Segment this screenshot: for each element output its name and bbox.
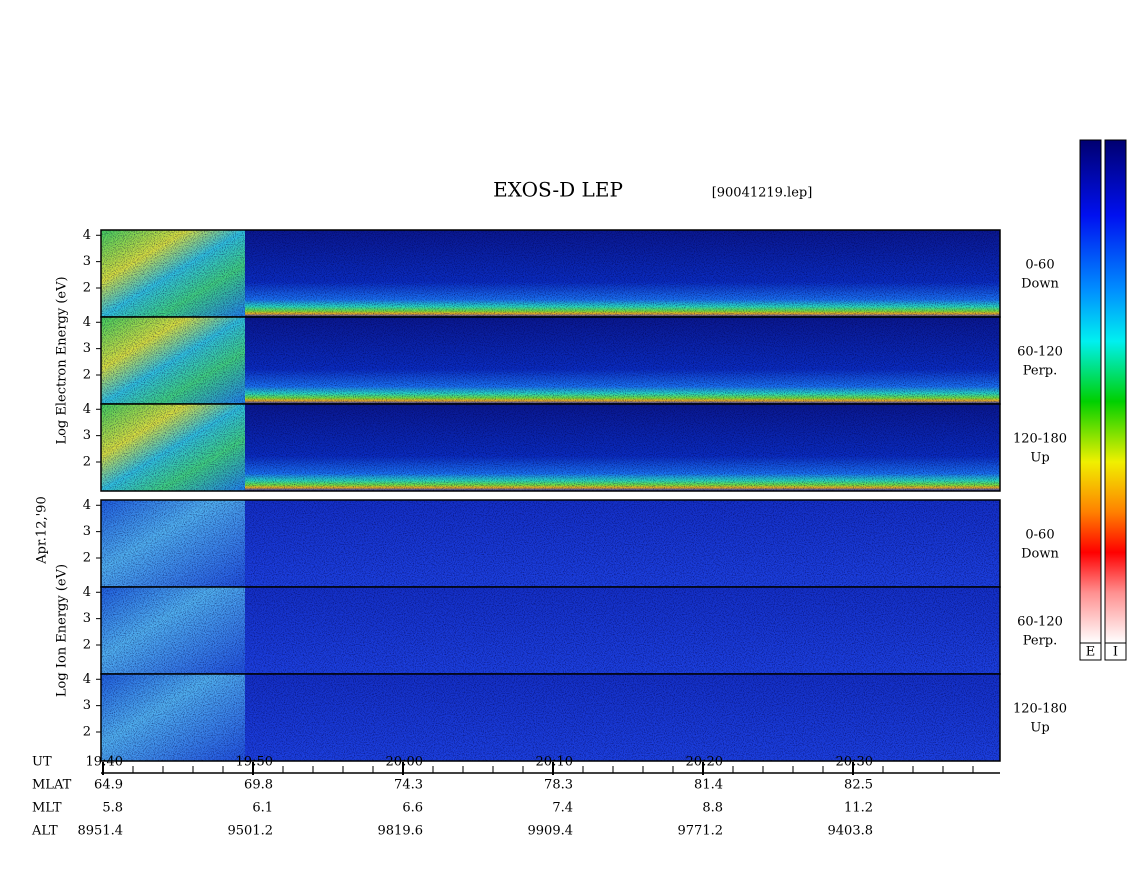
y-tick-label: 2 bbox=[83, 551, 91, 566]
row-value: 11.2 bbox=[844, 801, 873, 816]
y-tick-label: 4 bbox=[83, 672, 91, 687]
panels: 2 3 4 0-60 Down 2 3 4 60-120 Perp. 2 3 4 120-180 Up Log… bbox=[55, 228, 1067, 762]
y-tick-label: 3 bbox=[83, 611, 91, 626]
date-label: Apr.12,'90 bbox=[35, 496, 50, 564]
colorbar-label: E bbox=[1086, 645, 1096, 660]
colorbar-gradient bbox=[1104, 139, 1127, 644]
colorbar-box bbox=[1079, 642, 1102, 661]
row-value: 7.4 bbox=[552, 801, 573, 816]
row-value: 9909.4 bbox=[528, 824, 574, 839]
panel-label: 120-180 bbox=[1013, 702, 1067, 717]
panel-label: Up bbox=[1030, 721, 1049, 736]
row-value: 69.8 bbox=[244, 778, 273, 793]
y-tick-label: 4 bbox=[83, 228, 91, 243]
y-tick-label: 3 bbox=[83, 524, 91, 539]
speckle bbox=[101, 674, 1000, 761]
y-axis-label: Log Electron Energy (eV) bbox=[55, 276, 70, 444]
panel-label: 0-60 bbox=[1025, 528, 1054, 543]
speckle bbox=[101, 230, 1000, 317]
row-value: 6.6 bbox=[402, 801, 423, 816]
panel-label: 120-180 bbox=[1013, 432, 1067, 447]
row-value: 8.8 bbox=[702, 801, 723, 816]
file-name: [90041219.lep] bbox=[712, 186, 813, 201]
row-value: 9403.8 bbox=[828, 824, 874, 839]
y-tick-label: 4 bbox=[83, 498, 91, 513]
y-tick-label: 3 bbox=[83, 254, 91, 269]
y-tick-label: 2 bbox=[83, 368, 91, 383]
row-value: 20:20 bbox=[686, 755, 723, 770]
y-tick-label: 3 bbox=[83, 428, 91, 443]
colorbar-gradient bbox=[1079, 139, 1102, 644]
row-value: 20:10 bbox=[536, 755, 573, 770]
row-value: 8951.4 bbox=[78, 824, 124, 839]
y-tick-label: 2 bbox=[83, 281, 91, 296]
row-value: 9501.2 bbox=[228, 824, 274, 839]
speckle bbox=[101, 404, 1000, 491]
panel-frame bbox=[100, 403, 1001, 492]
panel-label: Perp. bbox=[1023, 634, 1058, 649]
row-name: ALT bbox=[31, 824, 58, 839]
row-value: 5.8 bbox=[102, 801, 123, 816]
panel-label: Up bbox=[1030, 451, 1049, 466]
y-tick-label: 2 bbox=[83, 638, 91, 653]
panel-label: Down bbox=[1021, 547, 1059, 562]
row-value: 6.1 bbox=[252, 801, 273, 816]
panel-frame bbox=[100, 673, 1001, 762]
colorbar-box bbox=[1104, 642, 1127, 661]
row-value: 9819.6 bbox=[378, 824, 424, 839]
row-value: 78.3 bbox=[544, 778, 573, 793]
panel-label: Perp. bbox=[1023, 364, 1058, 379]
row-value: 19:40 bbox=[86, 755, 123, 770]
y-axis-label: Log Ion Energy (eV) bbox=[55, 564, 70, 697]
row-name: MLAT bbox=[32, 778, 72, 793]
y-tick-label: 2 bbox=[83, 725, 91, 740]
row-value: 9771.2 bbox=[678, 824, 724, 839]
y-tick-label: 3 bbox=[83, 698, 91, 713]
row-value: 82.5 bbox=[844, 778, 873, 793]
row-value: 20:30 bbox=[836, 755, 873, 770]
speckle bbox=[101, 500, 1000, 587]
y-tick-label: 4 bbox=[83, 585, 91, 600]
panel-label: Down bbox=[1021, 277, 1059, 292]
chart-title: EXOS-D LEP bbox=[493, 178, 623, 202]
panel-label: 0-60 bbox=[1025, 258, 1054, 273]
row-value: 64.9 bbox=[94, 778, 123, 793]
y-tick-label: 2 bbox=[83, 455, 91, 470]
row-value: 20:00 bbox=[386, 755, 423, 770]
y-tick-label: 4 bbox=[83, 315, 91, 330]
y-tick-label: 4 bbox=[83, 402, 91, 417]
row-value: 81.4 bbox=[694, 778, 723, 793]
row-value: 19:50 bbox=[236, 755, 273, 770]
speckle bbox=[101, 587, 1000, 674]
row-name: MLT bbox=[32, 801, 62, 816]
colorbar-label: I bbox=[1113, 645, 1118, 660]
row-name: UT bbox=[32, 755, 52, 770]
speckle bbox=[101, 317, 1000, 404]
panel-label: 60-120 bbox=[1017, 345, 1063, 360]
row-value: 74.3 bbox=[394, 778, 423, 793]
panel-label: 60-120 bbox=[1017, 615, 1063, 630]
y-tick-label: 3 bbox=[83, 341, 91, 356]
